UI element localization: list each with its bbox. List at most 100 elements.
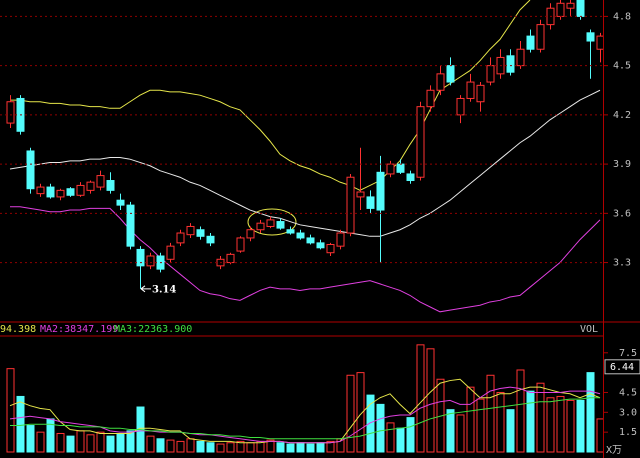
volume-bar xyxy=(506,409,515,453)
volume-bar xyxy=(186,438,195,453)
volume-bar xyxy=(166,439,175,453)
candle-body xyxy=(346,176,355,234)
volume-bar xyxy=(326,440,335,453)
volume-bar xyxy=(116,432,125,453)
y-tick-label: 3.3 xyxy=(613,258,631,269)
candle-body xyxy=(356,191,365,198)
candle-body xyxy=(296,232,305,239)
y-tick-label: 3.0 xyxy=(619,407,637,418)
candle-body xyxy=(236,237,245,252)
volume-bar xyxy=(26,425,35,453)
volume-bar xyxy=(546,397,555,453)
candle-body xyxy=(226,253,235,264)
volume-bar xyxy=(216,443,225,453)
candle-body xyxy=(436,73,445,91)
volume-bar xyxy=(286,443,295,453)
legend-entry: MA2:38347.199 xyxy=(40,324,118,335)
candle-body xyxy=(386,163,395,175)
candle-body xyxy=(396,163,405,173)
volume-bar xyxy=(396,427,405,453)
candle-body xyxy=(426,89,435,108)
candle-body xyxy=(336,232,345,247)
volume-bar xyxy=(356,372,365,453)
volume-bar xyxy=(426,348,435,453)
y-tick-label: 4.5 xyxy=(613,61,631,72)
volume-bar xyxy=(366,394,375,453)
volume-bar xyxy=(556,395,565,453)
volume-bar xyxy=(36,431,45,453)
y-tick-label: 4.5 xyxy=(619,387,637,398)
volume-bar xyxy=(376,403,385,453)
candle-body xyxy=(416,106,425,178)
volume-bar xyxy=(386,422,395,453)
candle-body xyxy=(86,181,95,191)
candle-body xyxy=(506,55,515,73)
volume-bar xyxy=(346,374,355,453)
candle-body xyxy=(566,2,575,9)
legend-entry: MA3:22363.900 xyxy=(114,324,192,335)
volume-bar xyxy=(266,439,275,453)
y-tick-label: 7.5 xyxy=(619,348,637,359)
candle-body xyxy=(256,222,265,231)
y-tick-label: 4.2 xyxy=(613,110,631,121)
candle-body xyxy=(46,186,55,198)
candle-body xyxy=(26,150,35,190)
candle-body xyxy=(596,35,603,50)
candle-body xyxy=(536,24,545,50)
candle-body xyxy=(106,180,115,191)
candle-body xyxy=(76,184,85,196)
candle-body xyxy=(206,235,215,244)
candle-body xyxy=(466,81,475,99)
candle-body xyxy=(476,84,485,103)
volume-bar xyxy=(156,438,165,453)
candle-body xyxy=(126,204,135,247)
candle-body xyxy=(406,173,415,182)
candle-body xyxy=(176,232,185,244)
volume-bar xyxy=(296,442,305,453)
volume-bar xyxy=(126,430,135,453)
volume-bar xyxy=(446,409,455,453)
volume-bar xyxy=(246,442,255,453)
candle-body xyxy=(286,229,295,234)
volume-bar xyxy=(516,369,525,453)
volume-bar xyxy=(406,417,415,453)
volume-bar xyxy=(106,435,115,453)
volume-bar xyxy=(486,374,495,453)
candle-body xyxy=(486,65,495,83)
candle-body xyxy=(516,48,525,67)
y-tick-label: 3.6 xyxy=(613,208,631,219)
current-value-box xyxy=(604,359,640,375)
current-value-label: 6.44 xyxy=(610,362,634,373)
volume-bar xyxy=(276,442,285,453)
candle-body xyxy=(56,189,65,198)
volume-bar xyxy=(566,399,575,453)
volume-label: VOL xyxy=(580,324,598,335)
candle-body xyxy=(6,101,15,124)
candle-body xyxy=(316,242,325,249)
candle-body xyxy=(146,255,155,267)
candle-body xyxy=(186,225,195,236)
axes: 3.3 3.6 3.9 4.2 4.5 4.8 1.5 3.0 4.5 7.5 6.44 3.14 xyxy=(0,11,640,438)
candle-body xyxy=(366,196,375,209)
volume-bar xyxy=(586,372,595,453)
annotation-arrow xyxy=(140,285,151,293)
candle-body xyxy=(376,171,385,211)
candle-body xyxy=(526,35,535,50)
volume-bar xyxy=(316,442,325,453)
candle-body xyxy=(266,219,275,227)
y-tick-label: 3.9 xyxy=(613,159,631,170)
candle-body xyxy=(166,245,175,260)
volume-bar xyxy=(76,430,85,453)
volume-bar xyxy=(196,440,205,453)
volume-bar xyxy=(226,442,235,453)
candle-body xyxy=(456,97,465,116)
price-line xyxy=(9,89,601,237)
candle-body xyxy=(196,229,205,237)
volume-pane xyxy=(6,344,603,453)
candle-body xyxy=(66,188,75,196)
volume-bar xyxy=(576,399,585,453)
candle-body xyxy=(116,199,125,206)
volume-unit: X万 xyxy=(606,445,622,456)
